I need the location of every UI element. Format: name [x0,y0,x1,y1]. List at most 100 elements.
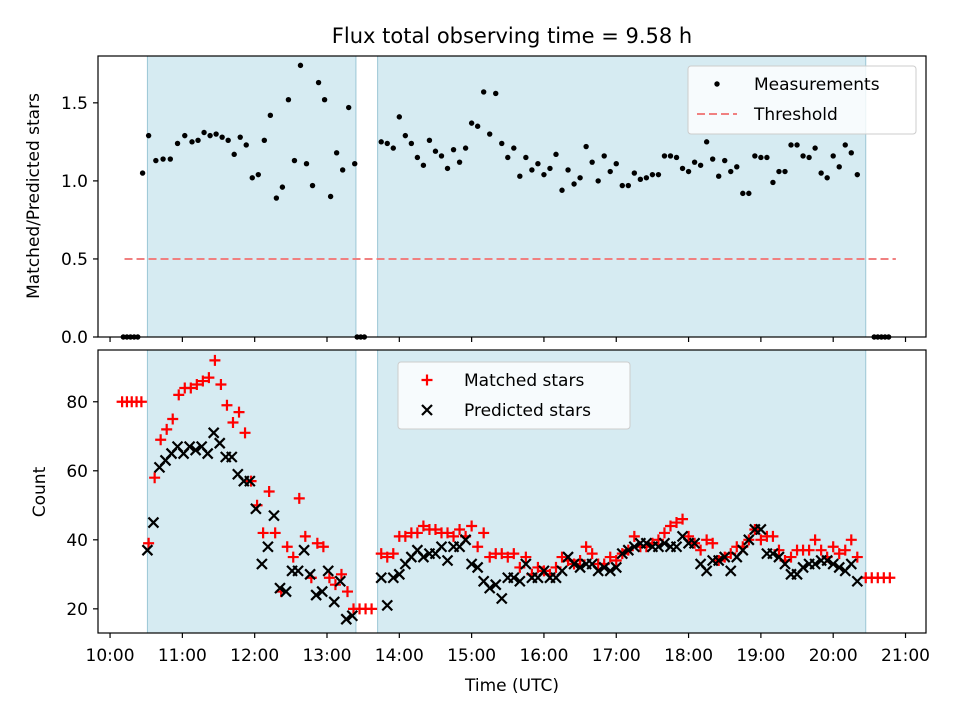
top-measurements-point [607,168,613,175]
bottom-predicted-stars-point [435,540,448,553]
bottom-matched-stars-point [411,527,423,539]
bottom-predicted-stars-point [207,427,220,439]
bottom-predicted-stars-point [616,547,629,560]
bottom-matched-stars-point [785,551,797,563]
top-measurements-point [818,170,824,176]
top-measurements-point [758,154,764,161]
top-measurements-point [390,145,396,151]
top-measurements-point [764,154,770,161]
bottom-y-axis-label: Count [30,466,50,517]
bottom-predicted-stars-point [441,554,454,567]
bottom-matched-stars-point [203,372,215,384]
top-legend-label: Measurements [754,75,880,95]
top-measurements-point [836,164,842,170]
bottom-matched-stars-point [707,537,719,549]
top-measurements-point [697,162,704,168]
top-measurements-point [408,140,415,147]
top-measurements-point [673,154,680,161]
bottom-predicted-stars-point [292,565,304,577]
bottom-predicted-stars-point [387,572,400,584]
top-panel: 0.0 0.5 1.0 1.5 Measurements Threshold [61,55,927,348]
bottom-predicted-stars-point [574,561,586,574]
top-measurements-point [396,114,403,120]
top-measurements-point [189,139,195,145]
bottom-predicted-stars-point [304,568,316,581]
x-tick-label: 18:00 [664,646,713,666]
bottom-matched-stars-point [381,551,393,563]
legend-matched-marker [421,374,433,386]
top-measurements-point [547,165,553,172]
top-measurements-point [321,97,328,103]
top-measurements-point [474,123,481,129]
top-measurements-point [426,137,433,143]
top-measurements-point [788,142,794,148]
bottom-predicted-stars-point [718,551,731,563]
top-measurements-point [800,153,806,159]
bottom-matched-stars-point [161,423,173,435]
bottom-panel: 20 40 60 80 10:00 11:00 12:00 13:00 14:00 15:00 16… [66,349,930,666]
bottom-predicted-stars-point [268,509,280,522]
bottom-predicted-stars-point [262,540,274,553]
top-measurements-point [601,153,607,159]
top-measurements-point [577,175,583,181]
bottom-matched-stars-point [809,534,821,546]
bottom-predicted-stars-point [737,544,749,556]
bottom-matched-stars-point [466,520,478,532]
bottom-predicted-stars-point [821,554,833,567]
x-tick-label: 17:00 [592,646,641,666]
top-measurements-point [715,173,722,179]
bottom-matched-stars-point [520,551,532,563]
top-measurements-point [709,156,716,162]
bottom-matched-stars-point [269,527,281,539]
top-measurements-point [740,190,746,197]
bottom-predicted-stars-point [471,561,484,574]
bottom-matched-stars-point [375,548,387,560]
bottom-matched-stars-point [839,544,851,556]
top-measurements-point [174,140,181,147]
top-measurements-point [456,159,463,165]
bottom-predicted-stars-point [322,565,334,577]
bottom-predicted-stars-point [328,596,341,608]
top-measurements-point [438,153,445,159]
bottom-matched-stars-point [884,572,896,584]
top-measurements-point [703,139,710,145]
bottom-matched-stars-point [755,534,767,546]
bottom-matched-stars-point [135,396,147,408]
top-axes-frame [97,55,927,338]
bottom-matched-stars-point [311,537,323,549]
bottom-predicted-stars-point [508,572,520,584]
bottom-predicted-stars-point [310,589,322,601]
bottom-predicted-stars-point [724,565,737,577]
bottom-legend [397,361,631,430]
bottom-predicted-stars-point [280,585,292,598]
top-measurements-point [468,120,475,126]
x-tick-label: 15:00 [447,646,496,666]
bottom-matched-stars-point [442,527,454,539]
bottom-matched-stars-point [227,416,239,428]
bottom-predicted-stars-point [712,554,725,567]
top-measurements-point [583,143,589,150]
bottom-matched-stars-point [604,551,616,563]
top-measurements-point [571,181,577,187]
top-measurements-point [297,62,304,69]
top-measurements-point [279,184,286,190]
top-measurements-point [649,171,656,178]
bottom-matched-stars-point [556,551,568,563]
bottom-matched-stars-point [287,551,299,563]
top-measurements-point [207,132,213,139]
bottom-predicted-stars-point [489,578,502,591]
top-measurements-point [420,162,427,168]
bottom-matched-stars-point [586,548,598,560]
top-measurements-point [333,150,340,156]
top-measurements-point [824,175,830,181]
top-measurements-point [249,175,255,181]
top-measurements-point [529,167,535,173]
bottom-predicted-stars-point [610,561,623,574]
top-measurements-point [201,129,207,136]
bottom-predicted-stars-point [688,537,701,550]
x-axis-label: Time (UTC) [464,676,559,696]
bottom-predicted-stars-point [189,444,202,456]
top-measurements-point [643,175,650,181]
top-measurements-point [303,161,310,167]
top-measurements-point [352,161,358,167]
